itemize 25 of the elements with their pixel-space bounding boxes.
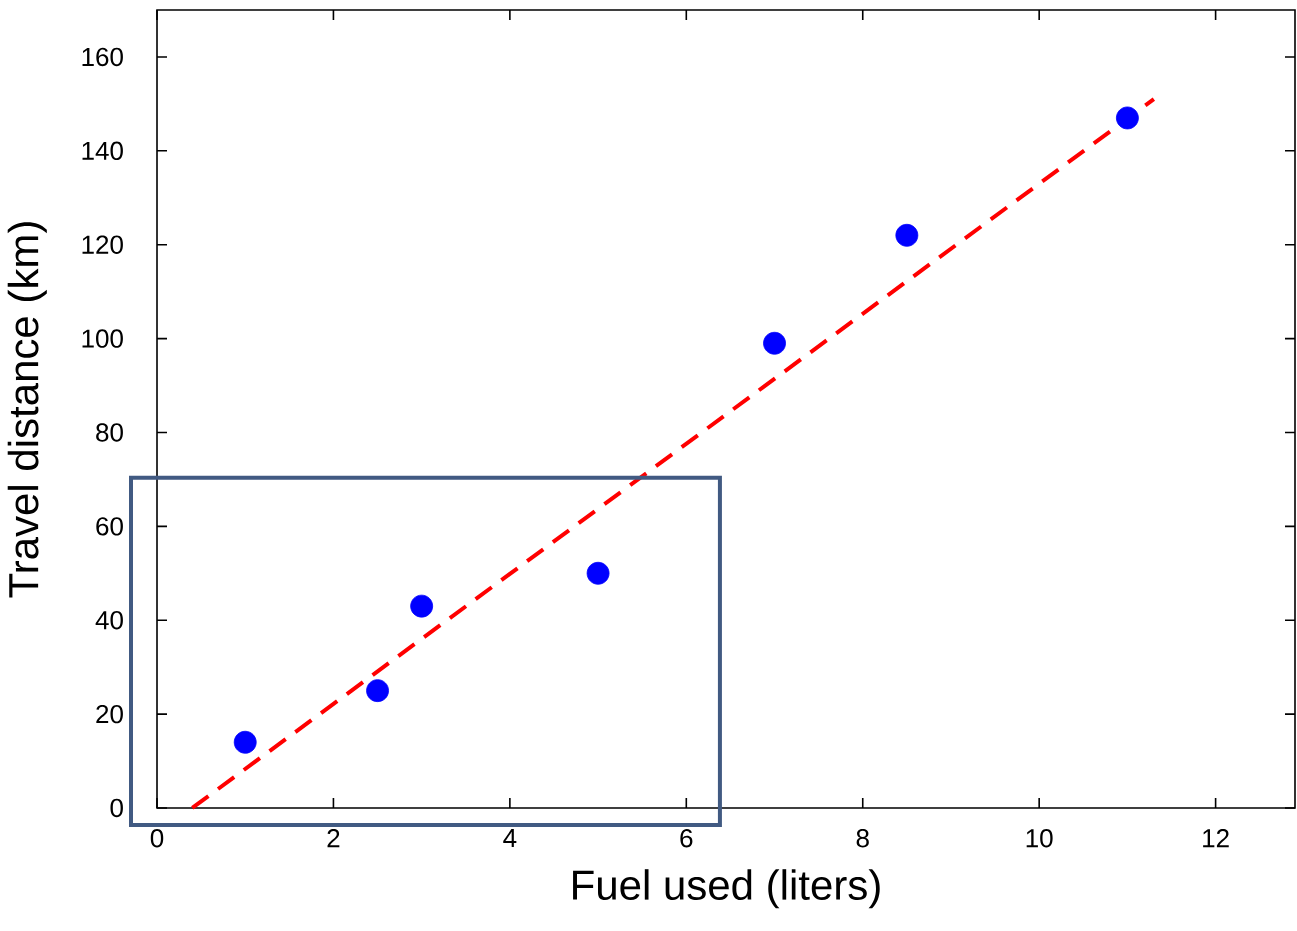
y-tick-label: 160 [82, 47, 123, 67]
point [233, 730, 257, 754]
y-tick-label: 80 [96, 423, 123, 442]
point [1115, 106, 1139, 130]
point [410, 594, 434, 618]
point [895, 223, 919, 247]
x-tick-label: 0 [150, 829, 164, 848]
y-tick-label: 100 [82, 329, 123, 348]
x-tick-label: 10 [1026, 829, 1053, 848]
y-tick-label: 20 [96, 704, 123, 724]
y-tick-label: 140 [82, 141, 123, 161]
y-axis-title: Travel distance (km) [7, 222, 47, 598]
x-tick-label: 2 [327, 829, 340, 848]
y-tick-label: 60 [96, 517, 123, 536]
point [586, 561, 610, 585]
x-tick-label: 12 [1203, 829, 1229, 848]
point [763, 331, 786, 355]
point [366, 679, 389, 703]
y-tick-label: 40 [95, 611, 123, 630]
y-tick-label: 0 [110, 798, 123, 818]
y-tick-label: 120 [82, 235, 123, 254]
x-axis-title: Fuel used (liters) [573, 869, 880, 909]
x-tick-label: 6 [680, 829, 693, 848]
x-tick-label: 4 [503, 829, 517, 847]
x-tick-label: 8 [856, 829, 869, 848]
